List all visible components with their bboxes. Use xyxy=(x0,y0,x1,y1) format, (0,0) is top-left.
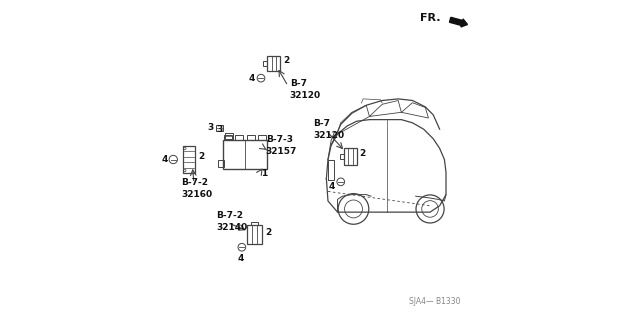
Text: 2: 2 xyxy=(198,152,204,161)
Bar xyxy=(263,61,268,66)
Text: B-7-2
32160: B-7-2 32160 xyxy=(181,178,212,199)
Bar xyxy=(225,132,233,139)
Text: 4: 4 xyxy=(237,254,243,263)
Text: 1: 1 xyxy=(261,169,268,178)
Bar xyxy=(223,140,268,169)
Text: B-7
32120: B-7 32120 xyxy=(290,79,321,100)
Text: B-7
32120: B-7 32120 xyxy=(314,119,345,140)
Bar xyxy=(224,135,232,140)
Bar xyxy=(340,154,344,159)
Text: 3: 3 xyxy=(216,125,223,134)
Bar xyxy=(183,146,195,173)
Bar xyxy=(247,225,262,244)
Bar xyxy=(267,56,280,71)
FancyArrow shape xyxy=(449,17,467,27)
Text: B-7-2
32140: B-7-2 32140 xyxy=(216,211,248,232)
Text: 4: 4 xyxy=(328,182,335,191)
Text: 3: 3 xyxy=(207,123,213,132)
Bar xyxy=(246,135,255,140)
Text: 2: 2 xyxy=(360,149,366,158)
Bar xyxy=(216,124,223,131)
Text: B-7-3
32157: B-7-3 32157 xyxy=(266,135,297,156)
Bar xyxy=(344,148,357,165)
Bar xyxy=(236,135,243,140)
Text: 4: 4 xyxy=(248,74,255,83)
Text: 2: 2 xyxy=(265,228,271,237)
Bar xyxy=(218,160,223,167)
Text: 2: 2 xyxy=(283,56,289,65)
Text: FR.: FR. xyxy=(420,12,440,23)
Text: 4: 4 xyxy=(161,155,168,164)
Bar xyxy=(252,222,258,225)
Bar xyxy=(258,135,266,140)
Text: SJA4— B1330: SJA4— B1330 xyxy=(409,297,460,306)
